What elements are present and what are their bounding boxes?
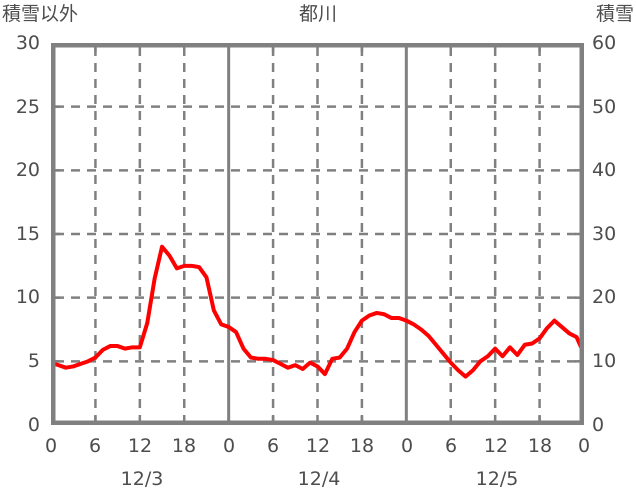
- x-axis-tick: 6: [266, 435, 280, 457]
- x-axis-tick: 0: [44, 435, 58, 457]
- right-axis-title: 積雪: [595, 3, 634, 25]
- left-axis-title: 積雪以外: [2, 3, 79, 25]
- x-axis-tick: 6: [444, 435, 458, 457]
- y-axis-tick-right: 30: [592, 223, 617, 245]
- y-axis-tick-right: 0: [592, 414, 605, 436]
- x-axis-tick: 18: [349, 435, 375, 457]
- x-axis-tick: 12: [305, 435, 331, 457]
- horizontal-gridlines: [55, 105, 580, 363]
- y-axis-tick-left: 10: [15, 286, 40, 308]
- day-separator-lines: [227, 47, 408, 421]
- x-axis-tick: 0: [577, 435, 591, 457]
- x-axis-tick: 12: [483, 435, 509, 457]
- x-axis-tick: 0: [400, 435, 414, 457]
- axis-tick-marks: [51, 43, 584, 425]
- plot-svg: [51, 43, 584, 425]
- plot-area: [51, 43, 584, 425]
- x-axis-tick: 0: [222, 435, 236, 457]
- y-axis-tick-left: 0: [27, 414, 40, 436]
- y-axis-tick-left: 25: [15, 96, 40, 118]
- y-axis-tick-right: 60: [592, 32, 617, 54]
- x-axis-day-label: 12/4: [297, 468, 341, 490]
- y-axis-tick-right: 20: [592, 286, 617, 308]
- y-axis-tick-left: 20: [15, 159, 40, 181]
- x-axis-tick: 18: [171, 435, 197, 457]
- y-axis-tick-left: 5: [27, 350, 40, 372]
- x-axis-tick: 18: [527, 435, 553, 457]
- y-axis-tick-right: 50: [592, 96, 617, 118]
- y-axis-tick-right: 40: [592, 159, 617, 181]
- x-axis-day-label: 12/5: [475, 468, 519, 490]
- x-axis-day-label: 12/3: [120, 468, 164, 490]
- y-axis-tick-left: 30: [15, 32, 40, 54]
- series-line-non-snow: [51, 244, 584, 379]
- y-axis-tick-right: 10: [592, 350, 617, 372]
- y-axis-tick-left: 15: [15, 223, 40, 245]
- x-axis-tick: 6: [88, 435, 102, 457]
- x-axis-tick: 12: [127, 435, 153, 457]
- page-title: 都川: [298, 3, 337, 25]
